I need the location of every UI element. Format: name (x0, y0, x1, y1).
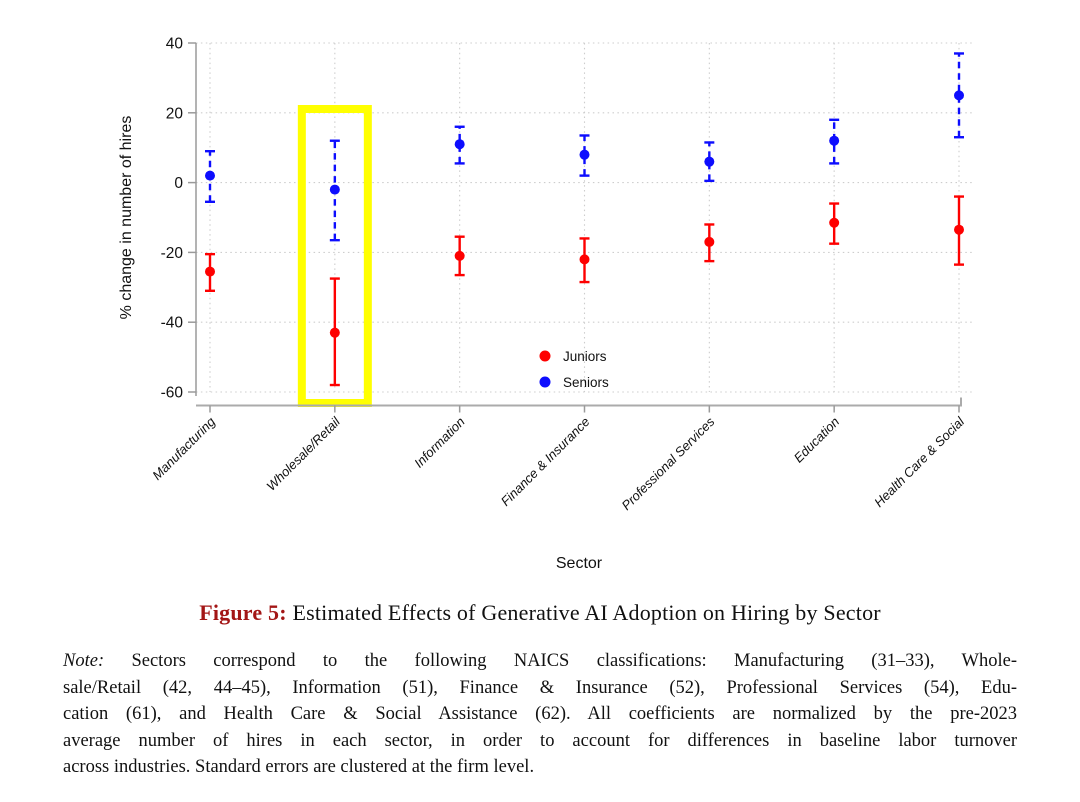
legend-label: Juniors (563, 349, 607, 364)
data-point (704, 236, 715, 247)
x-tick-label: Finance & Insurance (498, 414, 593, 509)
y-tick-label: 40 (166, 36, 184, 53)
note-line: average number of hires in each sector, … (63, 730, 1017, 751)
caption-label: Figure 5: (199, 600, 287, 625)
y-tick-label: 20 (166, 105, 184, 122)
x-tick-label: Health Care & Social (871, 413, 968, 510)
legend-swatch (539, 376, 551, 388)
figure-caption: Figure 5: Estimated Effects of Generativ… (0, 600, 1080, 626)
figure-note: Note: Sectors correspond to the followin… (63, 648, 1017, 781)
x-tick-label: Information (411, 414, 468, 471)
legend-swatch (539, 350, 551, 362)
legend-label: Seniors (563, 375, 609, 390)
data-point (205, 266, 215, 277)
note-line: across industries. Standard errors are c… (63, 757, 535, 777)
y-tick-label: -60 (161, 385, 184, 402)
data-point (205, 170, 215, 181)
data-point (579, 254, 590, 265)
y-tick-label: -40 (161, 315, 184, 332)
y-axis-title: % change in number of hires (118, 116, 135, 320)
x-tick-label: Manufacturing (149, 413, 218, 482)
x-axis-title: Sector (556, 555, 603, 572)
data-point (329, 327, 340, 338)
y-tick-label: 0 (174, 175, 183, 192)
data-point (454, 139, 465, 150)
data-point (704, 156, 715, 167)
highlight-box (297, 105, 372, 407)
data-point (829, 135, 840, 146)
note-line: sale/Retail (42, 44–45), Information (51… (63, 677, 1017, 698)
note-label: Note: (63, 651, 105, 671)
hiring-by-sector-chart: 40 20 0 -20 -40 -60 Manufacturing Wholesale/Ret… (118, 36, 975, 572)
caption-title: Estimated Effects of Generative AI Adopt… (292, 600, 881, 625)
note-line: Note: Sectors correspond to the followin… (63, 648, 1017, 675)
chart-canvas: 40 20 0 -20 -40 -60 Manufacturing Wholesale/Ret… (118, 36, 975, 572)
data-point (954, 224, 964, 235)
y-tick-label: -20 (161, 245, 184, 262)
note-line: cation (61), and Health Care & Social As… (63, 704, 1017, 724)
note-line-text: Sectors correspond to the following NAIC… (104, 651, 1017, 671)
data-point (329, 184, 340, 195)
x-tick-label: Wholesale/Retail (263, 413, 343, 493)
data-point (829, 217, 840, 228)
data-point (454, 250, 465, 261)
x-tick-label: Professional Services (618, 414, 717, 513)
x-tick-label: Education (791, 414, 842, 465)
data-point (579, 149, 590, 160)
data-point (954, 90, 964, 101)
